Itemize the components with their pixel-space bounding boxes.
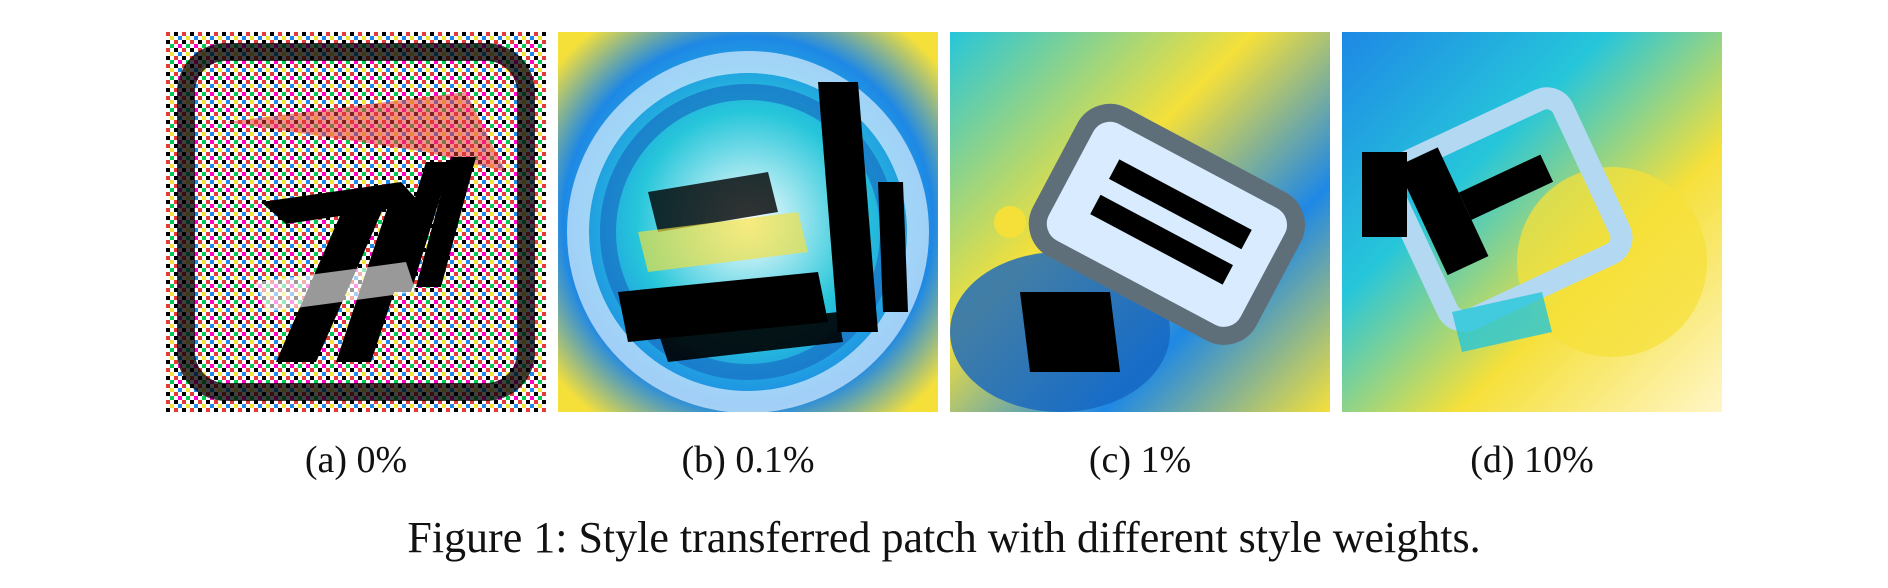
subcaption-a: (a) 0% [304,439,408,481]
figure-caption: Figure 1: Style transferred patch with d… [407,513,1481,562]
patch-image-c [950,32,1330,412]
panel-b [558,32,938,412]
patch-image-a [166,32,546,412]
subcaption-d: (d) 10% [1470,439,1594,481]
patch-image-d [1342,32,1722,412]
subcaption-b: (b) 0.1% [681,439,815,481]
panel-d [1342,32,1722,412]
patch-image-b [558,32,938,412]
subcaption-c: (c) 1% [1088,439,1192,481]
panel-c [950,32,1330,412]
panel-a [166,32,546,412]
